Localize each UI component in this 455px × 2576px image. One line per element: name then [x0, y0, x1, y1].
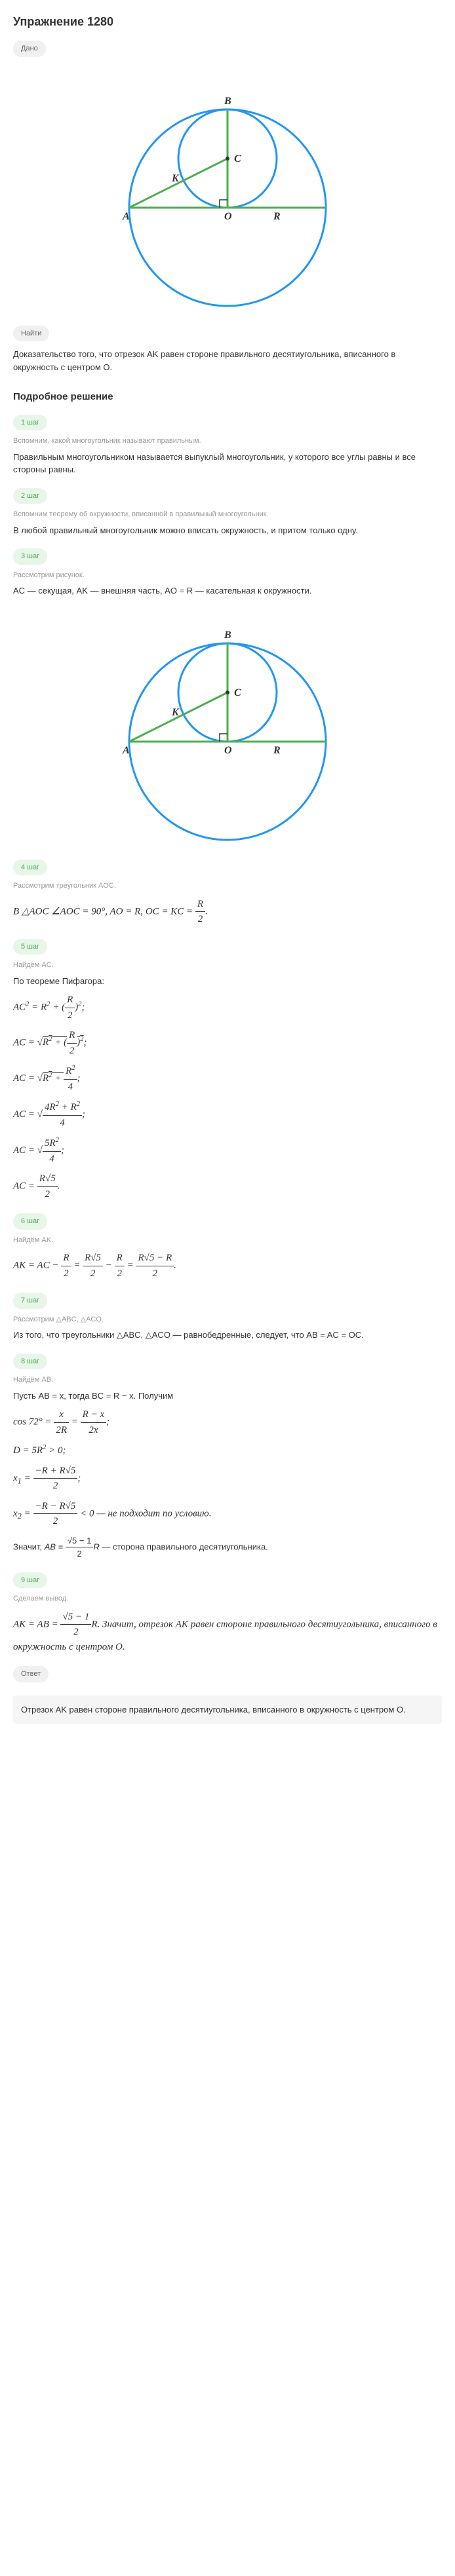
step-hint: Найдём AC. — [13, 960, 442, 971]
svg-text:A: A — [122, 745, 130, 756]
step-5: 5 шаг Найдём AC. По теореме Пифагора: AC… — [13, 939, 442, 1202]
step-text: Значит, AB = √5 − 12R — сторона правильн… — [13, 1534, 442, 1561]
answer-pill: Ответ — [13, 1666, 49, 1682]
math-eq: AC = √R2 + (R2)2; — [13, 1028, 442, 1058]
step-text: Из того, что треугольники △ABC, △ACO — р… — [13, 1329, 442, 1342]
step-label: 3 шаг — [13, 548, 47, 565]
math-eq: AK = AC − R2 = R√52 − R2 = R√5 − R2. — [13, 1251, 442, 1281]
math-eq: cos 72° = x2R = R − x2x; — [13, 1407, 442, 1437]
step-label: 9 шаг — [13, 1572, 47, 1589]
find-text: Доказательство того, что отрезок AK раве… — [13, 348, 442, 373]
math-eq: x2 = −R − R√52 < 0 — не подходит по усло… — [13, 1499, 442, 1529]
step-text: Правильным многоугольником называется вы… — [13, 451, 442, 476]
svg-text:B: B — [224, 630, 231, 641]
math-eq: AC = R√52. — [13, 1171, 442, 1202]
svg-text:K: K — [171, 707, 180, 718]
math-eq: AC = √R2 + R24; — [13, 1063, 442, 1094]
step-math: В △AOC ∠AOC = 90°, AO = R, OC = KC = R2. — [13, 897, 442, 927]
svg-text:R: R — [273, 211, 281, 222]
step-hint: Рассмотрим рисунок. — [13, 570, 442, 581]
step-label: 7 шаг — [13, 1293, 47, 1309]
step-8: 8 шаг Найдём AB. Пусть AB = x, тогда BC … — [13, 1354, 442, 1561]
step-1: 1 шаг Вспомним, какой многоугольник назы… — [13, 415, 442, 476]
svg-text:C: C — [234, 153, 241, 164]
step-text: В любой правильный многоугольник можно в… — [13, 524, 442, 537]
step-2: 2 шаг Вспомним теорему об окружности, вп… — [13, 488, 442, 537]
svg-text:O: O — [224, 211, 232, 222]
step-label: 8 шаг — [13, 1354, 47, 1370]
math-eq: AC = √4R2 + R24; — [13, 1099, 442, 1130]
step-label: 2 шаг — [13, 488, 47, 504]
svg-text:R: R — [273, 745, 281, 756]
step-hint: Рассмотрим △ABC, △ACO. — [13, 1314, 442, 1325]
svg-text:A: A — [122, 211, 130, 222]
svg-text:C: C — [234, 687, 241, 698]
step-hint: Вспомним теорему об окружности, вписанно… — [13, 509, 442, 520]
step-label: 1 шаг — [13, 415, 47, 431]
svg-text:K: K — [171, 173, 180, 184]
math-eq: x1 = −R + R√52; — [13, 1464, 442, 1494]
geometry-diagram-1: A B C K O R — [109, 77, 346, 313]
exercise-title: Упражнение 1280 — [13, 13, 442, 31]
step-hint: Вспомним, какой многоугольник называют п… — [13, 436, 442, 447]
step-label: 5 шаг — [13, 939, 47, 955]
svg-text:O: O — [224, 745, 232, 756]
answer-text: Отрезок AK равен стороне правильного дес… — [13, 1695, 442, 1724]
step-label: 4 шаг — [13, 860, 47, 876]
geometry-diagram-2: A B C K O R — [109, 611, 346, 846]
find-pill: Найти — [13, 326, 49, 342]
step-text: AC — секущая, AK — внешняя часть, AO = R… — [13, 584, 442, 597]
step-6: 6 шаг Найдём AK. AK = AC − R2 = R√52 − R… — [13, 1213, 442, 1281]
math-eq: AC2 = R2 + (R2)2; — [13, 993, 442, 1023]
math-eq: AC = √5R24; — [13, 1135, 442, 1166]
step-text: Пусть AB = x, тогда BC = R − x. Получим — [13, 1390, 442, 1403]
given-pill: Дано — [13, 41, 46, 57]
math-eq: AK = AB = √5 − 12R. Значит, отрезок AK р… — [13, 1610, 442, 1655]
math-eq: D = 5R2 > 0; — [13, 1443, 442, 1458]
step-hint: Найдём AK. — [13, 1235, 442, 1246]
step-7: 7 шаг Рассмотрим △ABC, △ACO. Из того, чт… — [13, 1293, 442, 1342]
step-hint: Сделаем вывод. — [13, 1593, 442, 1604]
step-label: 6 шаг — [13, 1213, 47, 1230]
step-9: 9 шаг Сделаем вывод. AK = AB = √5 − 12R.… — [13, 1572, 442, 1655]
step-4: 4 шаг Рассмотрим треугольник AOC. В △AOC… — [13, 860, 442, 927]
step-hint: Найдём AB. — [13, 1374, 442, 1386]
step-text: По теореме Пифагора: — [13, 975, 442, 988]
solution-heading: Подробное решение — [13, 390, 442, 405]
step-3: 3 шаг Рассмотрим рисунок. AC — секущая, … — [13, 548, 442, 597]
svg-text:B: B — [224, 96, 231, 107]
step-hint: Рассмотрим треугольник AOC. — [13, 881, 442, 892]
